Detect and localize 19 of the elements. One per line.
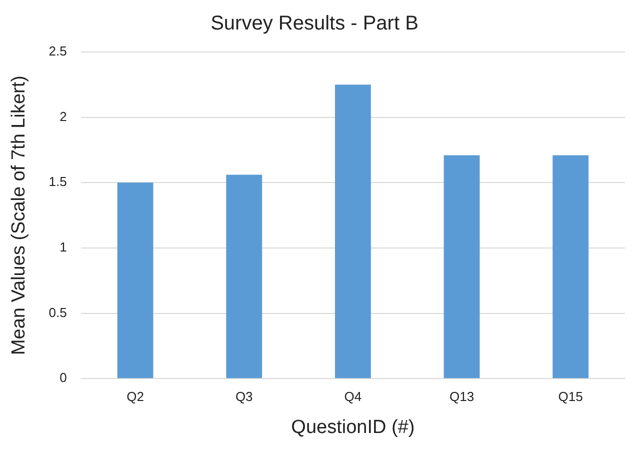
x-tick-label: Q13 [449,388,474,404]
y-tick-label: 0 [60,370,67,386]
bar [334,84,371,378]
x-axis-title: QuestionID (#) [291,416,415,438]
x-tick-label: Q4 [344,388,362,404]
x-tick-label: Q3 [235,388,253,404]
chart-title: Survey Results - Part B [210,12,418,35]
y-tick-label: 1.5 [48,174,67,190]
bar [444,155,480,378]
bar [117,182,154,378]
y-tick-label: 2 [60,108,67,124]
y-tick-label: 0.5 [48,304,67,320]
x-tick-label: Q15 [558,388,583,404]
x-tick-label: Q2 [126,388,144,404]
y-axis-title: Mean Values (Scale of 7th Likert) [8,76,30,356]
bar [226,174,262,378]
y-tick-label: 2.5 [48,44,67,59]
y-tick-label: 1 [60,240,67,255]
bar [552,155,589,378]
